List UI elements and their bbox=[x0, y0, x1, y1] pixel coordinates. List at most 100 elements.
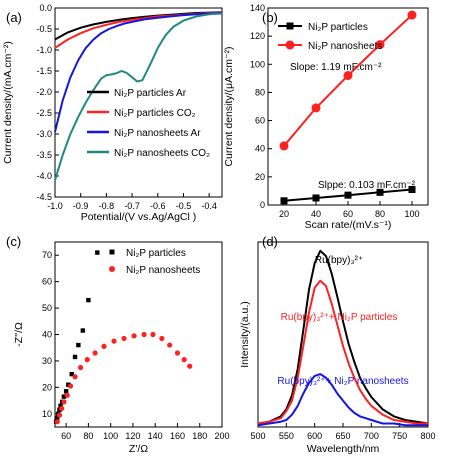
legend-label: Ni₂P nanosheets bbox=[126, 265, 200, 276]
data-point bbox=[111, 338, 117, 344]
y-tick-label: 100 bbox=[250, 59, 265, 69]
data-point bbox=[121, 335, 127, 342]
legend-marker bbox=[286, 22, 294, 30]
curve-annotation: Ru(bpy)₃²⁺+ Ni₂P particles bbox=[281, 312, 398, 323]
data-point bbox=[311, 103, 321, 113]
y-axis-label: -Z''/Ω bbox=[13, 322, 25, 347]
y-tick-label: -0.5 bbox=[36, 24, 52, 34]
x-tick-label: -0.5 bbox=[176, 201, 192, 211]
data-point bbox=[344, 191, 352, 199]
x-tick-label: 180 bbox=[192, 431, 207, 441]
x-tick-label: 500 bbox=[250, 431, 265, 441]
curve-annotation: Ru(bpy)₃²⁺+ Ni₂P nanosheets bbox=[277, 376, 408, 387]
data-point bbox=[407, 10, 417, 20]
x-axis-label: Z'/Ω bbox=[129, 443, 148, 455]
data-point bbox=[72, 354, 78, 360]
legend-marker bbox=[285, 40, 295, 50]
x-tick-label: -0.6 bbox=[150, 201, 166, 211]
y-tick-label: 60 bbox=[42, 277, 52, 287]
data-point bbox=[150, 331, 156, 338]
x-tick-label: 100 bbox=[404, 209, 419, 219]
panel-label: (a) bbox=[6, 10, 22, 25]
x-tick-label: 160 bbox=[170, 431, 185, 441]
legend: Ni₂P particles Ar Ni₂P particles CO₂ Ni₂P … bbox=[87, 88, 210, 159]
data-point bbox=[280, 197, 288, 205]
series-line bbox=[54, 12, 223, 181]
x-tick-label: -1.0 bbox=[47, 201, 63, 211]
data-point bbox=[59, 405, 65, 412]
plot-frame bbox=[54, 7, 223, 198]
data-point bbox=[58, 403, 63, 409]
y-tick-label: 0 bbox=[260, 200, 265, 210]
legend-label: Ni₂P nanosheets bbox=[308, 41, 382, 52]
y-tick-label: 10 bbox=[42, 409, 52, 419]
data-point bbox=[56, 412, 63, 418]
y-tick-label: 50 bbox=[42, 303, 52, 313]
legend: Ni₂P particles Ni₂P nanosheets bbox=[109, 248, 200, 276]
legend-label: Ni₂P particles Ar bbox=[114, 88, 187, 99]
data-point bbox=[76, 342, 81, 348]
panel-c: 60 80 100 120 140 160 180 200 10 20 30 40 50 60 70 Z'/Ω… bbox=[6, 234, 230, 455]
data-point bbox=[408, 186, 416, 194]
data-point bbox=[174, 350, 181, 356]
x-tick-label: 700 bbox=[364, 431, 379, 441]
series-line bbox=[283, 14, 413, 147]
data-point bbox=[61, 399, 67, 405]
data-point bbox=[375, 40, 385, 50]
x-tick-label: 60 bbox=[61, 431, 71, 441]
legend-marker bbox=[109, 266, 115, 272]
x-tick-label: 200 bbox=[214, 431, 229, 441]
annotation-slope-particles: Slppe: 0.103 mF.cm⁻² bbox=[318, 180, 416, 191]
data-point bbox=[78, 364, 84, 371]
x-tick-label: -0.4 bbox=[201, 201, 217, 211]
y-tick-label: 40 bbox=[255, 144, 265, 154]
x-tick-label: 120 bbox=[125, 431, 140, 441]
x-tick-label: 80 bbox=[375, 209, 385, 219]
y-tick-label: -1.5 bbox=[36, 66, 52, 76]
data-point bbox=[159, 335, 165, 342]
x-axis-label: Wavelength/nm bbox=[307, 443, 380, 455]
data-point bbox=[64, 392, 70, 398]
legend-label: Ni₂P particles bbox=[308, 22, 368, 33]
x-tick-label: 40 bbox=[311, 209, 321, 219]
data-point bbox=[67, 383, 74, 389]
data-point bbox=[95, 250, 100, 255]
legend-label: Ni₂P particles CO₂ bbox=[114, 108, 196, 119]
data-point bbox=[72, 374, 78, 380]
data-point bbox=[187, 363, 193, 369]
legend-label: Ni₂P nanosheets CO₂ bbox=[114, 148, 210, 159]
panel-label: (b) bbox=[262, 10, 278, 25]
panel-label: (c) bbox=[6, 234, 21, 249]
series-line bbox=[257, 373, 428, 427]
data-point bbox=[92, 350, 98, 356]
legend-label: Ni₂P nanosheets Ar bbox=[114, 128, 201, 139]
data-point bbox=[84, 357, 90, 363]
y-tick-label: 0.0 bbox=[39, 3, 52, 13]
y-tick-label: -2.0 bbox=[36, 87, 52, 97]
data-point bbox=[312, 194, 320, 202]
series-line bbox=[257, 279, 428, 425]
x-tick-label: 550 bbox=[279, 431, 294, 441]
y-tick-label: -2.5 bbox=[36, 108, 52, 118]
y-tick-label: 80 bbox=[255, 87, 265, 97]
data-point bbox=[131, 333, 137, 339]
y-tick-label: -4.5 bbox=[36, 192, 52, 202]
y-tick-label: 140 bbox=[250, 3, 265, 13]
x-tick-label: 650 bbox=[335, 431, 350, 441]
legend-marker bbox=[109, 249, 115, 255]
data-point bbox=[63, 389, 69, 394]
data-point bbox=[54, 419, 60, 425]
x-tick-label: 800 bbox=[420, 431, 435, 441]
y-tick-label: 60 bbox=[255, 116, 265, 126]
data-point bbox=[69, 371, 74, 377]
data-point bbox=[181, 357, 187, 363]
y-axis-label: Current density/(μA.cm⁻²) bbox=[223, 46, 235, 166]
legend: Ni₂P particles Ni₂P nanosheets bbox=[278, 22, 382, 52]
data-point bbox=[376, 188, 384, 196]
data-point bbox=[167, 342, 173, 348]
y-axis-label: Current density/(mA.cm⁻²) bbox=[2, 41, 14, 164]
y-tick-label: -1.0 bbox=[36, 45, 52, 55]
y-tick-label: -3.0 bbox=[36, 129, 52, 139]
y-tick-label: -3.5 bbox=[36, 150, 52, 160]
